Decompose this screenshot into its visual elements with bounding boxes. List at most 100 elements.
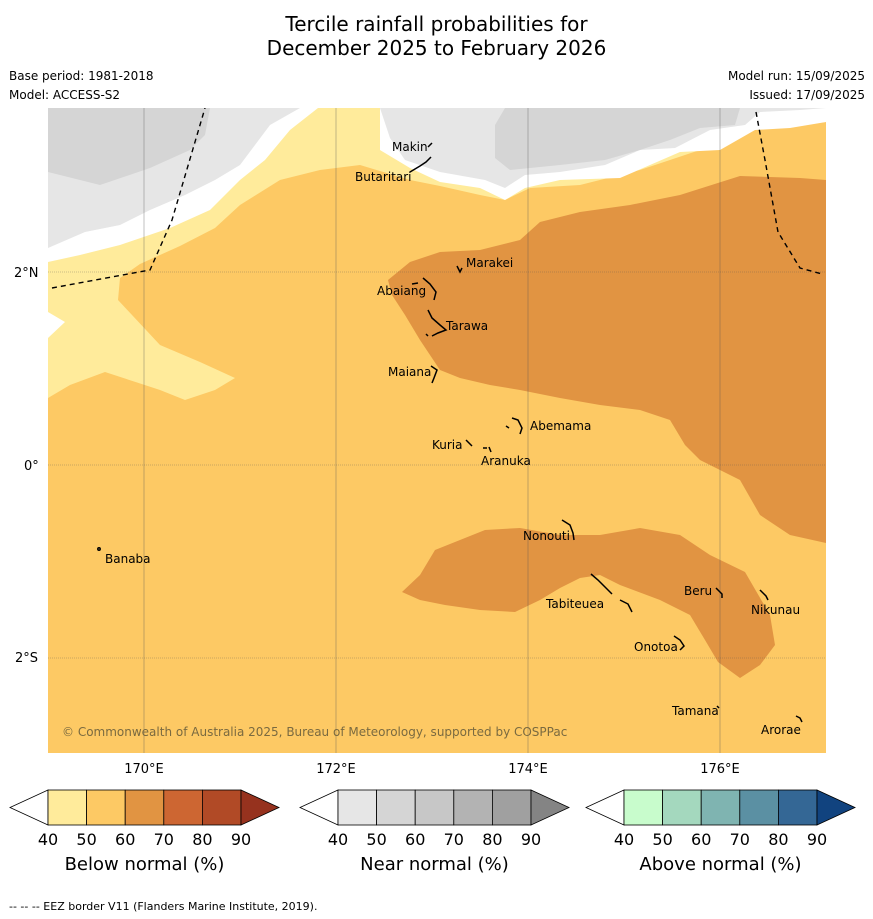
base-period: Base period: 1981-2018 [9,69,154,83]
colorbar-segment [414,789,455,826]
graticule [48,108,826,753]
label-nonouti: Nonouti [523,529,570,543]
label-beru: Beru [684,584,712,598]
label-tamana: Tamana [671,704,719,718]
colorbar-high-extension [530,789,570,826]
colorbar-segment [623,789,663,826]
colorbar-high-extension [816,789,856,826]
label-arorae: Arorae [761,723,801,737]
colorbar-tick-label: 70 [154,830,174,849]
eez-border [51,108,823,289]
colorbar-segment [662,789,702,826]
colorbar-legends: 40 50 60 70 80 90 Below normal (%) 40 50 60 70 80 90… [9,789,856,875]
place-labels: Makin Butaritari Marakei Abaiang Tarawa … [62,140,801,739]
colorbar-tick-label: 80 [192,830,212,849]
colorbar-title: Below normal (%) [65,854,225,875]
colorbar-3: 40 50 60 70 80 90 Above normal (%) [585,789,856,875]
colorbar-tick-label: 50 [652,830,672,849]
label-butaritari: Butaritari [355,170,412,184]
colorbar-low-extension [299,789,339,826]
colorbar-low-extension [9,789,49,826]
colorbar-segment [376,789,416,826]
arorae-island [795,715,803,723]
footer-note: -- -- -- EEZ border V11 (Flanders Marine… [9,900,318,913]
banaba-island [97,547,101,551]
label-tabiteuea: Tabiteuea [545,597,604,611]
below-normal-60-70-region-south [402,528,775,678]
label-tarawa: Tarawa [445,319,488,333]
copyright-text: © Commonwealth of Australia 2025, Bureau… [62,725,567,739]
label-makin: Makin [392,140,428,154]
colorbar-tick-label: 60 [691,830,711,849]
abaiang-island [422,277,437,301]
lat-label-2s: 2°S [15,651,38,666]
model-run: Model run: 15/09/2025 [727,69,865,83]
below-normal-40-50-region [48,108,826,400]
colorbar-low-extension [585,789,625,826]
colorbar-segment [778,789,818,826]
lon-label-174e: 174°E [508,762,548,777]
colorbar-segment [124,789,165,826]
below-normal-60-70-region-north [388,176,826,543]
title-line-2: December 2025 to February 2026 [266,36,607,60]
colorbar-segment [86,789,126,826]
colorbar-tick-label: 80 [768,830,788,849]
lon-label-172e: 172°E [316,762,356,777]
colorbar-tick-label: 70 [444,830,464,849]
colorbar-segment [337,789,377,826]
tamana-island [716,705,720,709]
colorbar-segment [453,789,493,826]
colorbar-tick-label: 40 [614,830,634,849]
white-gap-band [48,108,826,338]
label-banaba: Banaba [105,552,151,566]
chart-title: Tercile rainfall probabilities for Decem… [0,12,873,60]
abemama-islet [505,425,510,429]
kuria-island [465,439,473,447]
model-name: Model: ACCESS-S2 [9,88,121,102]
maiana-island [430,365,438,384]
colorbar-tick-label: 60 [115,830,135,849]
colorbar-tick-label: 50 [366,830,386,849]
issued-date: Issued: 17/09/2025 [749,88,865,102]
lat-label-0: 0° [24,459,39,474]
butaritari-island [409,156,432,173]
colorbar-segment [163,789,203,826]
makin-island [427,142,433,148]
beru-island [715,587,723,598]
aranuka-island [483,446,492,453]
tabiteuea-north-island [590,573,613,595]
nikunau-island [759,589,769,601]
nonouti-island [561,519,575,541]
tarawa-island [427,309,448,337]
label-onotoa: Onotoa [634,640,678,654]
colorbar-tick-label: 40 [328,830,348,849]
axis-labels: 2°N 0° 2°S 170°E 172°E 174°E 176°E [14,266,740,777]
colorbar-segment [700,789,741,826]
meta-right: Model run: 15/09/2025 Issued: 17/09/2025 [728,68,865,103]
colorbar-segment [47,789,87,826]
abaiang-islet [411,282,419,285]
map-panel: Makin Butaritari Marakei Abaiang Tarawa … [48,108,826,753]
eez-border-east [755,111,823,275]
colorbar-tick-label: 70 [730,830,750,849]
colorbar-segment [491,789,532,826]
lat-label-2n: 2°N [14,266,39,281]
colorbar-2: 40 50 60 70 80 90 Near normal (%) [299,789,570,875]
eez-border-west [51,108,206,289]
colorbar-tick-label: 60 [405,830,425,849]
label-abemama: Abemama [530,419,591,433]
colorbar-tick-label: 90 [807,830,827,849]
label-abaiang: Abaiang [377,284,426,298]
label-kuria: Kuria [432,438,463,452]
lon-label-176e: 176°E [700,762,740,777]
title-line-1: Tercile rainfall probabilities for [285,12,588,36]
colorbar-title: Above normal (%) [639,854,801,875]
marakei-island [456,265,463,274]
colorbar-1: 40 50 60 70 80 90 Below normal (%) [9,789,280,875]
meta-left: Base period: 1981-2018 Model: ACCESS-S2 [9,68,154,103]
islands [97,142,803,723]
colorbar-tick-label: 90 [521,830,541,849]
near-normal-50-60-region [48,108,740,185]
colorbar-tick-label: 40 [38,830,58,849]
